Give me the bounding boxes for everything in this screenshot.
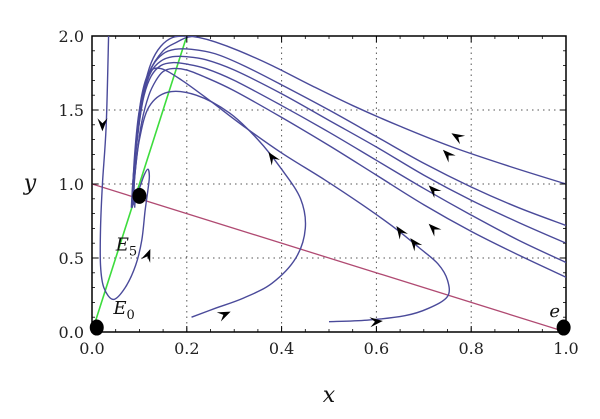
x-tick-label: 0.0 [79, 339, 104, 358]
trajectory-curve [131, 55, 566, 244]
x-tick-label: 0.4 [269, 339, 294, 358]
direction-arrow [268, 152, 280, 166]
direction-arrow [140, 249, 151, 263]
direction-arrow [396, 226, 408, 240]
equilibrium-label-subscript: 0 [126, 308, 134, 323]
trajectory-curve [131, 48, 566, 227]
trajectory-curve [131, 36, 307, 318]
trajectory-curve [130, 36, 566, 208]
trajectory-curve [132, 61, 566, 264]
trajectory-curve [99, 36, 151, 301]
direction-arrow [428, 185, 442, 199]
red-nullcline [92, 183, 566, 332]
trajectory-curve [132, 67, 566, 278]
trajectories [99, 36, 566, 323]
x-tick-label: 0.6 [364, 339, 389, 358]
direction-arrow [216, 311, 231, 322]
equilibrium-label: E0 [112, 298, 134, 323]
y-tick-label: 1.5 [59, 101, 84, 120]
y-axis-ticks: 0.0 0.5 1.0 1.5 2.0 [59, 27, 566, 342]
x-axis-ticks: 0.0 0.2 0.4 0.6 0.8 1.0 [79, 36, 579, 358]
equilibrium-points: E0 E5 e [89, 187, 571, 336]
equilibrium-point [132, 187, 147, 204]
equilibrium-label: e [549, 301, 560, 322]
equilibrium-label: E5 [115, 235, 137, 260]
direction-arrow [410, 238, 423, 252]
reference-lines [92, 36, 566, 332]
x-axis-label: x [323, 383, 336, 408]
direction-arrow [369, 317, 383, 328]
y-tick-label: 1.0 [59, 175, 84, 194]
x-tick-label: 0.2 [174, 339, 199, 358]
grid [92, 36, 566, 332]
x-tick-label: 0.8 [458, 339, 483, 358]
x-tick-label: 1.0 [553, 339, 578, 358]
green-nullcline [92, 36, 188, 332]
direction-arrow [442, 149, 456, 163]
direction-arrow [451, 133, 466, 145]
direction-arrow [428, 223, 442, 237]
trajectory-curve [133, 67, 451, 323]
y-tick-label: 0.5 [59, 249, 84, 268]
y-axis-label: y [23, 171, 37, 196]
y-tick-label: 2.0 [59, 27, 84, 46]
direction-arrow [97, 118, 108, 132]
direction-arrows [97, 118, 466, 328]
y-tick-label: 0.0 [59, 323, 84, 342]
equilibrium-label-subscript: 5 [129, 245, 137, 260]
